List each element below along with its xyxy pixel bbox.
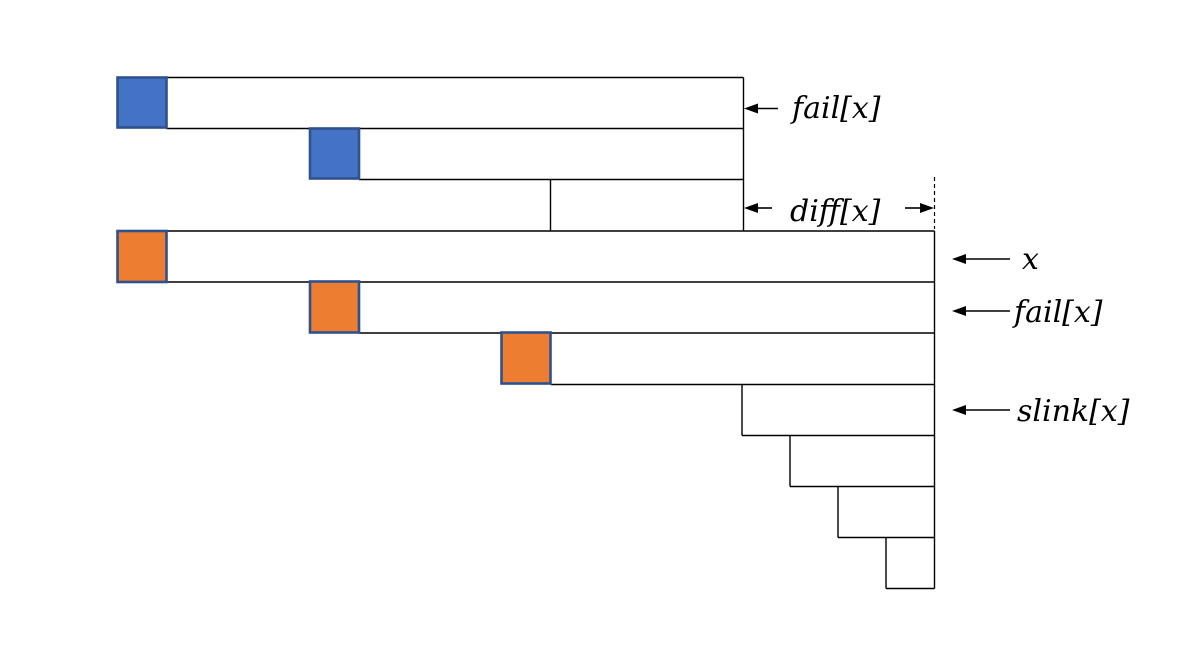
x-arrow-icon <box>952 254 966 264</box>
diff-right-arrow-icon <box>920 203 934 213</box>
diff-annotation: diff[x] <box>744 194 934 229</box>
fail-top-arrow-icon <box>744 103 758 114</box>
slink-arrow-icon <box>952 405 966 415</box>
x-label: x <box>1022 242 1039 277</box>
x-annotation: x <box>952 242 1039 277</box>
top-bar-group <box>116 76 745 231</box>
slink-label: slink[x] <box>1017 394 1130 429</box>
orange-square-1 <box>116 229 168 284</box>
suffix-staircase <box>741 384 935 590</box>
fail-bottom-label: fail[x] <box>1012 295 1103 330</box>
orange-square-2 <box>308 280 361 334</box>
fail-top-annotation: fail[x] <box>744 91 881 126</box>
orange-square-3 <box>500 331 552 385</box>
slink-annotation: slink[x] <box>952 394 1130 429</box>
diff-left-arrow-icon <box>744 203 758 213</box>
blue-square-1 <box>116 76 168 129</box>
fail-bottom-annotation: fail[x] <box>952 295 1103 330</box>
fail-top-label: fail[x] <box>790 91 881 126</box>
fail-bottom-arrow-icon <box>952 306 966 316</box>
bottom-bar-group <box>116 229 936 589</box>
diff-label: diff[x] <box>790 194 881 229</box>
blue-square-2 <box>308 127 361 180</box>
